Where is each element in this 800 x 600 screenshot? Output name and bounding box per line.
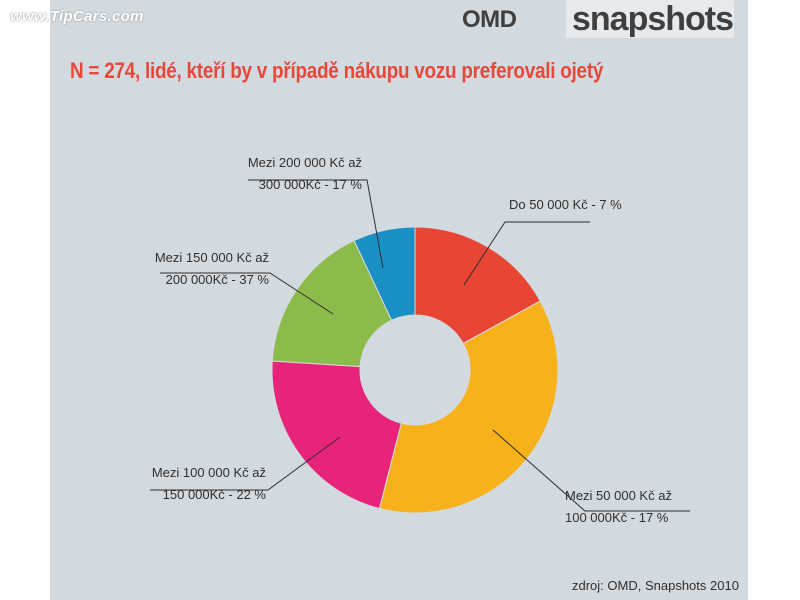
slice-label-3-line2: 200 000Kč - 37 % (165, 272, 269, 287)
donut-slice-1 (378, 300, 559, 514)
donut-slice-0 (414, 226, 541, 345)
slice-label-2: Mezi 100 000 Kč až 150 000Kč - 22 % (136, 462, 266, 506)
leader-line-1 (492, 429, 690, 512)
slice-label-4-line2: 300 000Kč - 17 % (258, 177, 362, 192)
slice-label-4: Mezi 200 000 Kč až 300 000Kč - 17 % (227, 152, 362, 196)
snapshots-logo-box (566, 0, 734, 38)
slice-label-2-line1: Mezi 100 000 Kč až (151, 465, 266, 480)
omd-logo: OMD (462, 6, 517, 33)
chart-title: N = 274, lidé, kteří by v případě nákupu… (70, 58, 604, 83)
chart-source: zdroj: OMD, Snapshots 2010 (572, 578, 739, 593)
slice-label-0: Do 50 000 Kč - 7 % (509, 194, 622, 216)
watermark: www.TipCars.com (10, 8, 144, 25)
slice-label-3: Mezi 150 000 Kč až 200 000Kč - 37 % (139, 247, 269, 291)
leader-line-2 (150, 436, 341, 491)
donut-slice-2 (271, 360, 402, 510)
slice-label-2-line2: 150 000Kč - 22 % (162, 487, 266, 502)
leader-line-3 (160, 272, 334, 315)
donut-slice-3 (271, 239, 393, 368)
snapshots-logo: snapshots (572, 0, 734, 38)
slice-label-4-line1: Mezi 200 000 Kč až (247, 155, 362, 170)
leader-line-0 (463, 221, 590, 286)
slice-label-1-line2: 100 000Kč - 17 % (565, 510, 669, 525)
slice-label-0-line1: Do 50 000 Kč - 7 % (509, 197, 622, 212)
slice-label-1-line1: Mezi 50 000 Kč až (565, 488, 672, 503)
donut-slice-4 (353, 226, 416, 321)
slice-label-1: Mezi 50 000 Kč až 100 000Kč - 17 % (565, 485, 672, 529)
slice-label-3-line1: Mezi 150 000 Kč až (154, 250, 269, 265)
leader-line-4 (248, 179, 384, 269)
